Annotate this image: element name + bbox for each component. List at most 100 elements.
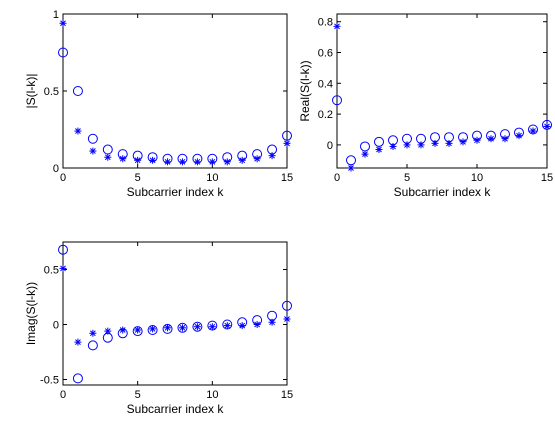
axes-box [62, 13, 288, 169]
data-point-asterisk [74, 127, 82, 135]
y-tick-label: 0.4 [318, 78, 333, 90]
data-point-asterisk [208, 158, 216, 166]
data-point-asterisk [283, 139, 291, 147]
x-tick-label: 10 [206, 172, 218, 184]
y-axis-label: Real(S(l-k)) [298, 60, 312, 121]
data-point-asterisk [389, 142, 397, 150]
data-point-circle [72, 86, 83, 96]
data-point-asterisk [223, 322, 231, 330]
data-point-asterisk [74, 338, 82, 346]
data-point-asterisk [89, 329, 97, 337]
data-point-asterisk [104, 153, 112, 161]
x-tick-label: 5 [135, 172, 141, 184]
series-circle [58, 47, 292, 164]
data-point-asterisk [208, 323, 216, 331]
data-point-asterisk [361, 150, 369, 158]
data-point-asterisk [529, 127, 537, 135]
y-tick-label: -0.5 [40, 375, 59, 387]
x-axis-label: Subcarrier index k [127, 402, 225, 416]
data-point-asterisk [283, 315, 291, 323]
data-point-asterisk [119, 326, 127, 334]
axes-box [336, 13, 548, 169]
subplot-2: 0 5 10 15 0 0.2 0.4 0.6 0.8 Subcarrier index k Rea… [298, 13, 553, 199]
data-point-circle [58, 47, 68, 58]
y-axis-label: |S(l-k)| [24, 74, 38, 109]
data-point-asterisk [134, 326, 142, 334]
x-axis-label: Subcarrier index k [127, 185, 225, 199]
x-tick-label: 0 [334, 172, 340, 184]
y-tick-label: 0 [53, 320, 59, 332]
y-tick-label: 1 [53, 9, 59, 21]
x-tick-label: 10 [471, 172, 483, 184]
x-tick-label: 15 [541, 172, 553, 184]
data-point-asterisk [223, 158, 231, 166]
x-tick-label: 0 [60, 172, 66, 184]
data-point-asterisk [89, 147, 97, 155]
x-tick-label: 0 [60, 389, 66, 401]
data-point-asterisk [178, 158, 186, 166]
data-point-asterisk [238, 156, 246, 164]
data-point-asterisk [473, 136, 481, 144]
data-point-asterisk [487, 135, 495, 143]
x-tick-label: 5 [135, 389, 141, 401]
data-point-circle [87, 340, 98, 351]
data-point-asterisk [119, 155, 127, 163]
y-tick-label: 0.8 [318, 17, 333, 29]
data-point-circle [282, 300, 292, 311]
series-asterisk [59, 19, 291, 166]
data-point-asterisk [149, 156, 157, 164]
data-point-asterisk [268, 318, 276, 326]
data-point-asterisk [253, 155, 261, 163]
data-point-asterisk [238, 322, 246, 330]
data-point-circle [102, 144, 113, 155]
data-point-asterisk [149, 325, 157, 333]
data-point-asterisk [178, 324, 186, 332]
data-point-asterisk [59, 264, 67, 272]
x-tick-label: 10 [206, 389, 218, 401]
data-point-asterisk [59, 19, 67, 27]
data-point-asterisk [515, 132, 523, 140]
y-tick-label: 0.2 [318, 109, 333, 121]
data-point-circle [360, 141, 370, 152]
data-point-circle [346, 155, 356, 166]
data-point-asterisk [375, 146, 383, 154]
series-asterisk [59, 264, 291, 346]
data-point-circle [332, 95, 342, 106]
y-tick-label: 0.5 [44, 86, 59, 98]
data-point-asterisk [445, 139, 453, 147]
y-tick-label: 0.5 [44, 265, 59, 277]
data-point-circle [177, 322, 188, 333]
subplot-1: 0 5 10 15 0 0.5 1 Subcarrier index k |S(l-k)| [24, 9, 293, 199]
data-point-asterisk [193, 158, 201, 166]
data-point-asterisk [164, 324, 172, 332]
data-point-asterisk [347, 164, 355, 172]
data-point-asterisk [431, 139, 439, 147]
data-point-asterisk [164, 158, 172, 166]
data-point-asterisk [268, 152, 276, 160]
data-point-asterisk [253, 321, 261, 328]
series-circle [58, 244, 292, 384]
data-point-circle [374, 136, 384, 147]
data-point-circle [192, 321, 203, 332]
data-point-circle [87, 133, 98, 144]
data-point-asterisk [333, 22, 341, 30]
axes-box [62, 241, 288, 386]
data-point-asterisk [104, 327, 112, 335]
series-asterisk [333, 22, 551, 172]
data-point-asterisk [134, 156, 142, 164]
x-axis-label: Subcarrier index k [394, 185, 492, 199]
data-point-asterisk [403, 141, 411, 149]
x-tick-label: 15 [281, 389, 293, 401]
data-point-asterisk [193, 323, 201, 331]
y-tick-label: 0.6 [318, 48, 333, 60]
y-tick-label: 0 [327, 140, 333, 152]
data-point-asterisk [417, 141, 425, 149]
data-point-asterisk [543, 122, 551, 130]
y-tick-label: 0 [53, 163, 59, 175]
data-point-asterisk [459, 138, 467, 146]
y-axis-label: Imag(S(l-k)) [24, 282, 38, 345]
x-tick-label: 15 [281, 172, 293, 184]
data-point-circle [58, 244, 68, 255]
